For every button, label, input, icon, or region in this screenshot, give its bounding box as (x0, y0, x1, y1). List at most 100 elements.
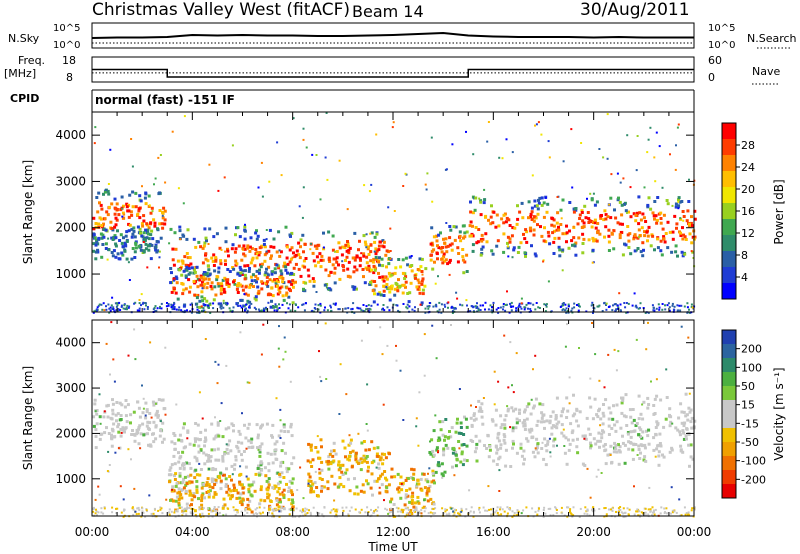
power-cell-2 (231, 266, 235, 269)
velocity-noise-cell (415, 425, 418, 428)
velocity-noise-cell (452, 510, 455, 513)
velocity-cell-6 (497, 439, 501, 443)
power-cell-7 (544, 240, 548, 244)
power-cell-4 (381, 277, 385, 281)
power-cell-7 (690, 241, 694, 245)
power-cell-6 (441, 246, 444, 249)
velocity-noise-cell (302, 497, 305, 500)
velocity-near-range-cell (174, 515, 177, 518)
velocity-cell-2 (178, 490, 181, 494)
power-near-range-cell (476, 302, 478, 305)
power-noise-cell (520, 297, 523, 300)
velocity-cell-4 (425, 491, 429, 495)
power-cell-7 (550, 216, 554, 220)
power-cell-7 (577, 236, 581, 240)
power-noise-cell (616, 172, 619, 175)
power-noise-cell (646, 151, 649, 154)
velocity-cell-0 (124, 426, 128, 430)
velocity-cell-6 (472, 412, 476, 416)
power-cell-7 (529, 229, 533, 233)
power-cell-6 (435, 252, 439, 256)
velocity-cell-0 (161, 398, 165, 402)
power-noise-cell (168, 242, 171, 245)
power-cell-4 (304, 257, 308, 260)
velocity-noise-cell (670, 486, 673, 489)
velocity-cell-3 (346, 477, 350, 481)
power-near-range-cell (189, 303, 192, 306)
velocity-cell-3 (320, 460, 324, 464)
velocity-cell-2 (225, 490, 229, 494)
power-noise-cell (127, 261, 130, 264)
velocity-cell-3 (362, 458, 366, 462)
power-cell-7 (477, 228, 481, 231)
velocity-noise-cell (470, 404, 472, 407)
velocity-cell-2 (188, 493, 192, 497)
velocity-cell-4 (408, 500, 412, 504)
velocity-near-range-cell (373, 510, 376, 513)
power-near-range-cell (334, 303, 337, 306)
power-near-range-cell (246, 309, 249, 312)
power-cell-0 (113, 212, 117, 216)
power-cell-7 (659, 249, 663, 253)
velocity-noise-cell (148, 494, 151, 497)
power-cell-5 (416, 268, 420, 271)
power-cell-7 (624, 209, 628, 213)
velocity-cell-1 (269, 452, 273, 456)
velocity-cell-3 (388, 452, 391, 456)
velocity-cell-3 (359, 489, 363, 493)
velocity-cell-0 (116, 425, 120, 429)
power-cell-2 (243, 269, 247, 273)
power-near-range-cell (382, 304, 385, 306)
velocity-noise-cell (437, 449, 440, 452)
power-cell-7 (516, 217, 520, 221)
velocity-cell-6 (679, 402, 683, 406)
power-cell-4 (366, 268, 369, 271)
power-cell-6 (442, 259, 446, 263)
velocity-cell-6 (499, 414, 503, 418)
power-cell-2 (183, 255, 187, 259)
power-cell-7 (480, 247, 484, 251)
power-cell-2 (213, 269, 217, 273)
velocity-cell-1 (203, 462, 207, 466)
power-cell-5 (393, 271, 397, 275)
power-cell-7 (688, 222, 691, 226)
power-noise-cell (404, 172, 407, 175)
velocity-cell-5 (441, 420, 445, 424)
velocity-cell-1 (290, 462, 294, 466)
velocity-cell-2 (221, 506, 225, 510)
velocity-cell-6 (544, 444, 548, 448)
power-cell-0 (152, 218, 156, 222)
velocity-cell-1 (219, 471, 223, 475)
power-cell-2 (173, 231, 177, 235)
velocity-cell-6 (622, 414, 626, 418)
velocity-near-range-cell (345, 506, 348, 509)
power-cell-7 (642, 248, 645, 252)
velocity-cell-6 (545, 449, 549, 453)
velocity-near-range-cell (135, 513, 138, 516)
power-cell-7 (497, 224, 501, 228)
power-near-range-cell (278, 307, 281, 309)
velocity-noise-cell (216, 382, 219, 385)
velocity-cell-3 (371, 493, 374, 497)
power-cell-4 (304, 281, 308, 285)
power-cell-7 (536, 223, 539, 227)
power-near-range-cell (332, 302, 335, 305)
velocity-noise-cell (204, 338, 207, 340)
power-cell-2 (250, 279, 254, 283)
velocity-near-range-cell (406, 512, 409, 515)
velocity-cell-1 (226, 451, 230, 455)
velocity-near-range-cell (335, 513, 338, 516)
velocity-cell-6 (518, 411, 521, 415)
power-noise-cell (653, 156, 656, 159)
power-noise-cell (315, 154, 318, 156)
velocity-cell-6 (498, 455, 502, 459)
velocity-noise-cell (680, 325, 683, 328)
power-cell-7 (659, 221, 663, 225)
power-cell-7 (489, 222, 493, 226)
velocity-noise-cell (434, 414, 437, 417)
velocity-near-range-cell (688, 514, 691, 517)
power-near-range-cell (207, 304, 210, 307)
power-cell-7 (582, 237, 586, 241)
velocity-cell-3 (307, 472, 311, 476)
